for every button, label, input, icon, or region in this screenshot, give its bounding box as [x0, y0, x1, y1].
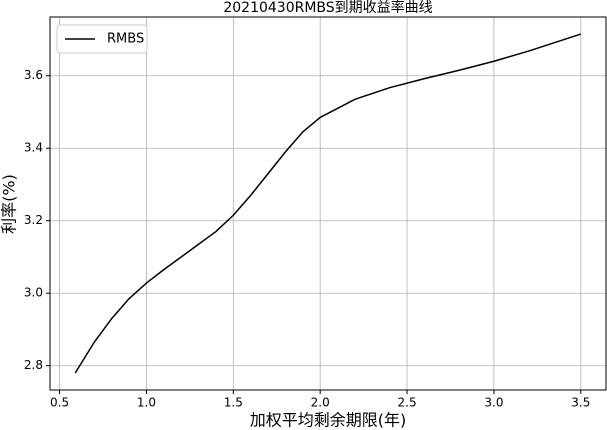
- y-tick-label: 3.6: [24, 68, 43, 82]
- line-series: [74, 33, 582, 374]
- x-tick-label: 1.5: [224, 396, 243, 410]
- x-tick-label: 0.5: [50, 396, 69, 410]
- x-tick-label: 3.5: [571, 396, 590, 410]
- legend: RMBS: [56, 24, 148, 54]
- y-tick-label: 2.8: [24, 358, 43, 372]
- x-tick-label: 2.5: [398, 396, 417, 410]
- y-axis-label: 利率(%): [0, 174, 19, 234]
- chart-title: 20210430RMBS到期收益率曲线: [223, 0, 432, 16]
- x-tick-label: 2.0: [311, 396, 330, 410]
- y-tick-label: 3.4: [24, 141, 43, 155]
- x-axis-label: 加权平均剩余期限(年): [250, 411, 407, 430]
- y-tick-label: 3.2: [24, 213, 43, 227]
- legend-label: RMBS: [107, 32, 144, 47]
- x-tick-label: 3.0: [484, 396, 503, 410]
- plot-frame: [49, 16, 607, 391]
- y-tick-label: 3.0: [24, 286, 43, 300]
- legend-box: [56, 24, 148, 54]
- x-tick-label: 1.0: [137, 396, 156, 410]
